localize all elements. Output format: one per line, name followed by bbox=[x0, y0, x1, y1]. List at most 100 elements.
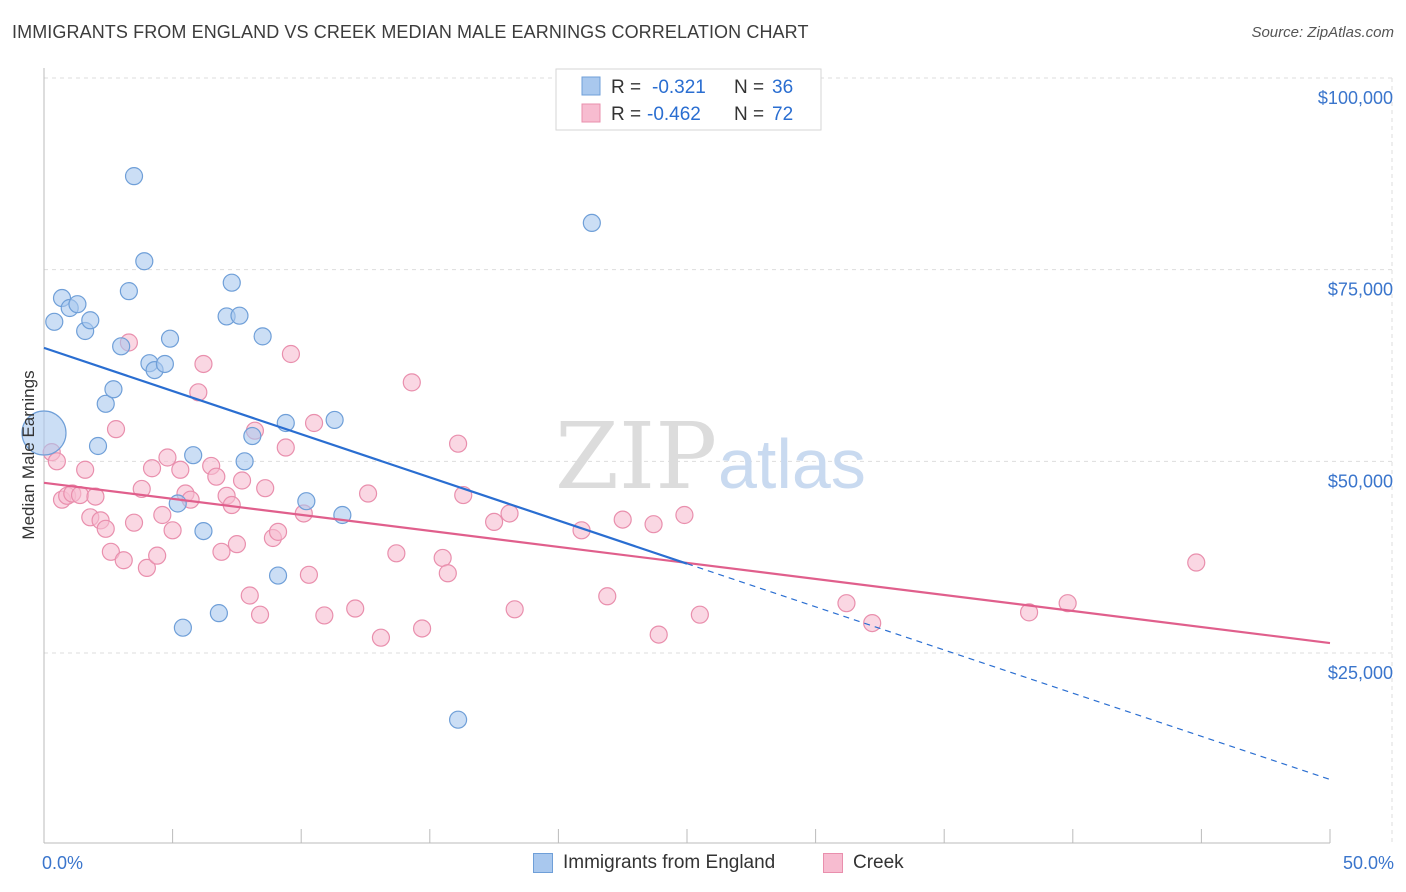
legend-n-label-england: N = bbox=[734, 77, 764, 98]
point-england bbox=[119, 282, 138, 301]
point-england bbox=[160, 329, 180, 348]
point-creek bbox=[96, 519, 115, 538]
point-england bbox=[112, 337, 131, 356]
watermark: ZIP atlas bbox=[555, 403, 866, 510]
series-legend: Immigrants from England Creek bbox=[0, 852, 1406, 878]
legend-n-label-creek: N = bbox=[734, 104, 764, 125]
point-england bbox=[104, 380, 123, 399]
point-creek bbox=[433, 548, 452, 568]
point-england bbox=[135, 252, 154, 271]
point-creek bbox=[598, 587, 617, 606]
point-creek bbox=[1058, 594, 1077, 613]
point-creek bbox=[1187, 553, 1206, 572]
point-creek bbox=[346, 599, 365, 618]
point-creek bbox=[304, 413, 324, 433]
point-creek bbox=[153, 505, 172, 525]
point-creek bbox=[412, 619, 432, 638]
point-england bbox=[45, 312, 64, 331]
point-creek bbox=[387, 544, 406, 563]
point-creek bbox=[315, 606, 334, 625]
point-england bbox=[96, 394, 115, 413]
point-creek bbox=[142, 459, 162, 478]
legend-r-value-creek: -0.462 bbox=[647, 104, 701, 125]
point-creek bbox=[194, 354, 213, 374]
point-england bbox=[124, 167, 144, 186]
legend-label-creek: Creek bbox=[853, 852, 904, 873]
point-creek bbox=[232, 471, 252, 490]
trend-line-england-extrapolated bbox=[686, 563, 1331, 781]
point-creek bbox=[358, 484, 378, 503]
point-creek bbox=[227, 535, 246, 554]
point-creek bbox=[148, 546, 167, 565]
point-creek bbox=[47, 452, 66, 471]
legend-stats: R = -0.321 N = 36 R = -0.462 N = 72 bbox=[555, 68, 822, 131]
point-creek bbox=[137, 558, 156, 578]
watermark-atlas: atlas bbox=[718, 425, 866, 503]
point-england bbox=[448, 710, 468, 729]
y-tick-labels: $25,000 $50,000 $75,000 $100,000 bbox=[1318, 88, 1393, 683]
point-england bbox=[235, 452, 254, 471]
legend-swatch-creek bbox=[581, 103, 601, 123]
point-england bbox=[184, 446, 203, 465]
point-creek bbox=[171, 460, 190, 479]
point-england bbox=[168, 494, 187, 513]
chart-source: Source: ZipAtlas.com bbox=[1251, 24, 1394, 41]
x-tick-label-min: 0.0% bbox=[42, 853, 83, 873]
point-creek bbox=[106, 420, 126, 439]
legend-swatch-england bbox=[581, 76, 601, 96]
point-england bbox=[243, 426, 262, 446]
watermark-zip: ZIP bbox=[555, 403, 717, 510]
point-creek bbox=[86, 487, 105, 506]
point-creek bbox=[158, 448, 177, 467]
point-creek bbox=[124, 513, 144, 532]
x-tick-label-max: 50.0% bbox=[1343, 853, 1394, 873]
point-creek bbox=[371, 628, 391, 647]
point-england bbox=[21, 410, 67, 456]
point-england bbox=[68, 295, 87, 314]
point-creek bbox=[675, 505, 694, 525]
trend-line-england bbox=[43, 346, 688, 565]
legend-swatch-creek-bottom bbox=[823, 853, 843, 873]
legend-n-value-england: 36 bbox=[772, 77, 793, 98]
point-creek bbox=[649, 625, 668, 644]
point-creek bbox=[613, 510, 632, 529]
chart-title: IMMIGRANTS FROM ENGLAND VS CREEK MEDIAN … bbox=[12, 22, 809, 42]
point-england bbox=[81, 311, 100, 330]
point-creek bbox=[101, 542, 120, 561]
point-creek bbox=[132, 479, 151, 499]
y-tick-label: $75,000 bbox=[1328, 280, 1393, 300]
legend-label-england: Immigrants from England bbox=[563, 852, 776, 873]
legend-r-label-england: R = bbox=[611, 77, 641, 98]
point-creek bbox=[438, 564, 457, 583]
point-england bbox=[325, 410, 344, 430]
legend-swatch-england-bottom bbox=[533, 853, 553, 873]
point-creek bbox=[500, 504, 519, 523]
point-england bbox=[155, 354, 174, 374]
point-creek bbox=[250, 605, 270, 624]
trend-lines bbox=[43, 346, 1331, 781]
data-points bbox=[21, 167, 1206, 729]
point-creek bbox=[276, 438, 295, 457]
point-creek bbox=[76, 460, 95, 479]
point-england bbox=[173, 618, 192, 637]
point-creek bbox=[690, 605, 709, 624]
y-tick-label: $50,000 bbox=[1328, 471, 1393, 491]
point-england bbox=[209, 604, 228, 623]
point-creek bbox=[281, 344, 301, 364]
point-creek bbox=[207, 467, 226, 486]
legend-r-value-england: -0.321 bbox=[652, 77, 706, 98]
legend-item-creek: Creek bbox=[823, 852, 904, 874]
point-creek bbox=[114, 551, 133, 570]
point-creek bbox=[448, 434, 468, 453]
y-tick-label: $100,000 bbox=[1318, 88, 1393, 108]
point-creek bbox=[837, 594, 856, 613]
y-axis-label: Median Male Earnings bbox=[19, 370, 38, 539]
legend-n-value-creek: 72 bbox=[772, 104, 793, 125]
point-creek bbox=[299, 565, 319, 584]
point-creek bbox=[485, 512, 504, 532]
point-england bbox=[268, 566, 288, 585]
legend-item-england: Immigrants from England bbox=[533, 852, 775, 874]
point-creek bbox=[505, 600, 524, 619]
point-creek bbox=[863, 613, 882, 633]
